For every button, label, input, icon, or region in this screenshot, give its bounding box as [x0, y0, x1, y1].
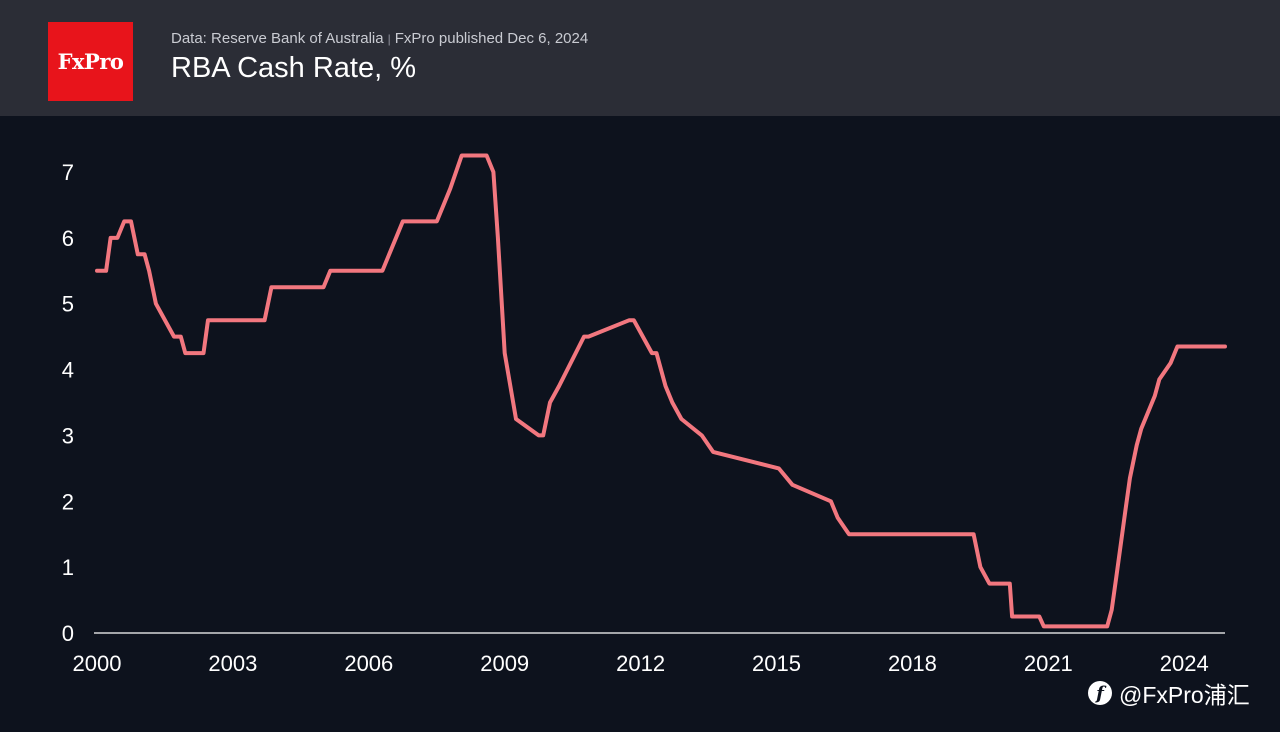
x-tick-label: 2018 [888, 651, 937, 676]
cash-rate-line [95, 153, 1227, 629]
social-logo-icon: f [1088, 681, 1112, 705]
y-tick-label: 3 [62, 423, 74, 448]
y-tick-label: 6 [62, 226, 74, 251]
x-tick-label: 2009 [480, 651, 529, 676]
x-tick-label: 2003 [208, 651, 257, 676]
published-date: FxPro published Dec 6, 2024 [394, 30, 589, 47]
x-tick-label: 2024 [1160, 651, 1209, 676]
y-tick-label: 4 [62, 358, 74, 383]
separator: | [387, 32, 391, 46]
header: FxPro Data: Reserve Bank of Australia | Fx… [0, 0, 1280, 116]
source-line: Data: Reserve Bank of Australia | FxPro pu… [171, 30, 588, 47]
x-tick-label: 2000 [73, 651, 122, 676]
watermark: f @FxPro浦汇 [1088, 676, 1250, 710]
y-tick-label: 5 [62, 292, 74, 317]
fxpro-logo: FxPro [48, 22, 133, 101]
rate-chart: 0 1 2 3 4 5 6 7 2000 2003 2006 2009 2012 2015 2018 2021… [62, 153, 1227, 676]
x-tick-label: 2006 [344, 651, 393, 676]
y-tick-label: 7 [62, 160, 74, 185]
y-tick-label: 0 [62, 621, 74, 646]
x-tick-label: 2021 [1024, 651, 1073, 676]
chart-title: RBA Cash Rate, % [171, 52, 416, 84]
watermark-text: @FxPro浦汇 [1119, 682, 1250, 708]
y-tick-label: 1 [62, 555, 74, 580]
y-tick-label: 2 [62, 489, 74, 514]
x-tick-label: 2012 [616, 651, 665, 676]
data-source: Data: Reserve Bank of Australia [171, 30, 384, 47]
x-tick-label: 2015 [752, 651, 801, 676]
